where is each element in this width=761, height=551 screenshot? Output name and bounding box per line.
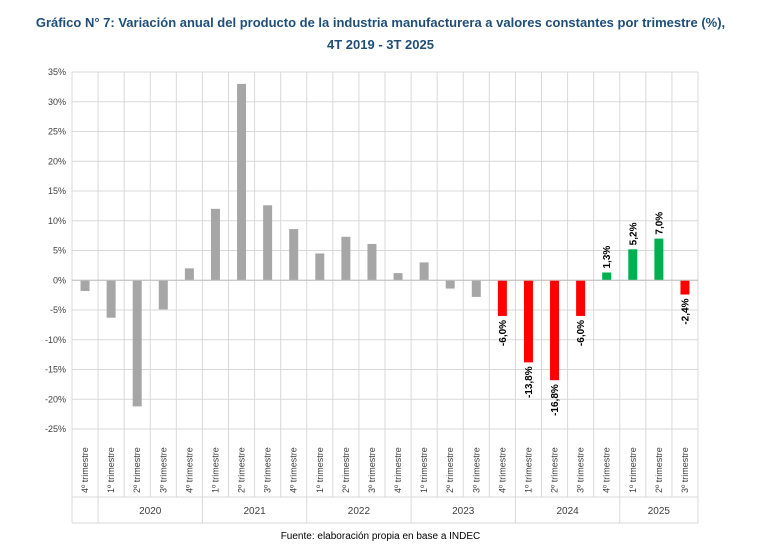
bar bbox=[237, 83, 247, 281]
x-tick-label: 1º trimestre bbox=[106, 447, 116, 493]
x-tick-label: 3º trimestre bbox=[263, 447, 273, 493]
y-tick-label: 20% bbox=[48, 156, 66, 166]
x-tick-label: 1º trimestre bbox=[419, 447, 429, 493]
x-tick-label: 1º trimestre bbox=[210, 447, 220, 493]
bar bbox=[315, 253, 325, 281]
bar bbox=[158, 280, 168, 310]
x-tick-label: 2º trimestre bbox=[132, 447, 142, 493]
y-tick-label: -15% bbox=[45, 365, 66, 375]
bar bbox=[184, 268, 194, 281]
x-tick-label: 4º trimestre bbox=[393, 447, 403, 493]
x-tick-label: 3º trimestre bbox=[471, 447, 481, 493]
bar bbox=[628, 249, 638, 281]
y-tick-label: 10% bbox=[48, 216, 66, 226]
y-tick-label: -10% bbox=[45, 335, 66, 345]
data-label: 5,2% bbox=[628, 222, 639, 245]
bar bbox=[367, 243, 377, 281]
x-tick-label: 4º trimestre bbox=[497, 447, 507, 493]
x-tick-label: 4º trimestre bbox=[80, 447, 90, 493]
data-label: -16,8% bbox=[550, 384, 561, 416]
bar bbox=[132, 280, 142, 407]
y-tick-label: 25% bbox=[48, 127, 66, 137]
y-tick-label: 30% bbox=[48, 97, 66, 107]
x-tick-label: 3º trimestre bbox=[576, 447, 586, 493]
x-tick-label: 3º trimestre bbox=[680, 447, 690, 493]
chart-subtitle: 4T 2019 - 3T 2025 bbox=[327, 37, 434, 52]
data-label: -13,8% bbox=[524, 366, 535, 398]
bar bbox=[341, 236, 351, 281]
data-label: -6,0% bbox=[576, 320, 587, 346]
y-tick-label: -20% bbox=[45, 394, 66, 404]
x-tick-label: 2º trimestre bbox=[237, 447, 247, 493]
bar bbox=[289, 229, 299, 281]
y-tick-label: 35% bbox=[48, 67, 66, 77]
chart-title: Gráfico N° 7: Variación anual del produc… bbox=[35, 15, 726, 30]
x-tick-label: 4º trimestre bbox=[602, 447, 612, 493]
year-label: 2025 bbox=[648, 506, 671, 517]
y-tick-label: 5% bbox=[53, 246, 66, 256]
x-tick-label: 3º trimestre bbox=[158, 447, 168, 493]
year-label: 2024 bbox=[556, 506, 579, 517]
bar bbox=[393, 273, 403, 281]
y-axis-ticks: 35% 30% 25% 20% 15% 10% 5% 0% -5% -10% -15% -20% -25… bbox=[45, 67, 66, 434]
x-axis: 4º trimestre 1º trimestre 2º trimestre 3º t… bbox=[71, 279, 699, 524]
y-tick-label: 15% bbox=[48, 186, 66, 196]
bar bbox=[576, 280, 586, 316]
x-tick-label: 2º trimestre bbox=[445, 447, 455, 493]
data-label: 1,3% bbox=[602, 246, 613, 269]
year-label: 2020 bbox=[139, 506, 162, 517]
year-label: 2022 bbox=[348, 506, 371, 517]
x-tick-label: 4º trimestre bbox=[184, 447, 194, 493]
x-tick-label: 4º trimestre bbox=[289, 447, 299, 493]
data-label: 7,0% bbox=[654, 212, 665, 235]
y-tick-label: -25% bbox=[45, 424, 66, 434]
bar bbox=[523, 280, 533, 363]
x-tick-label: 2º trimestre bbox=[341, 447, 351, 493]
x-tick-label: 3º trimestre bbox=[367, 447, 377, 493]
x-tick-label: 1º trimestre bbox=[523, 447, 533, 493]
x-tick-label: 2º trimestre bbox=[654, 447, 664, 493]
bar bbox=[106, 280, 116, 318]
y-tick-label: 0% bbox=[53, 275, 66, 285]
data-label: -6,0% bbox=[498, 320, 509, 346]
y-tick-label: -5% bbox=[50, 305, 66, 315]
year-label: 2023 bbox=[452, 506, 475, 517]
bar bbox=[550, 280, 560, 381]
data-label: -2,4% bbox=[680, 298, 691, 324]
x-tick-label: 2º trimestre bbox=[550, 447, 560, 493]
bar bbox=[210, 208, 220, 281]
x-tick-label: 1º trimestre bbox=[315, 447, 325, 493]
bar bbox=[445, 280, 455, 289]
bar bbox=[497, 280, 507, 316]
bar bbox=[602, 272, 612, 281]
x-tick-label: 1º trimestre bbox=[628, 447, 638, 493]
bars bbox=[80, 83, 690, 407]
bar bbox=[263, 205, 273, 281]
source-note: Fuente: elaboración propia en base a IND… bbox=[280, 531, 481, 542]
bar bbox=[654, 238, 664, 281]
bar bbox=[419, 262, 429, 281]
bar bbox=[471, 280, 481, 297]
bar bbox=[680, 280, 690, 295]
year-label: 2021 bbox=[243, 506, 266, 517]
data-labels: -6,0% -13,8% -16,8% -6,0% 1,3% 5,2% 7,0% -2,4% bbox=[498, 212, 692, 416]
bar bbox=[80, 280, 90, 291]
